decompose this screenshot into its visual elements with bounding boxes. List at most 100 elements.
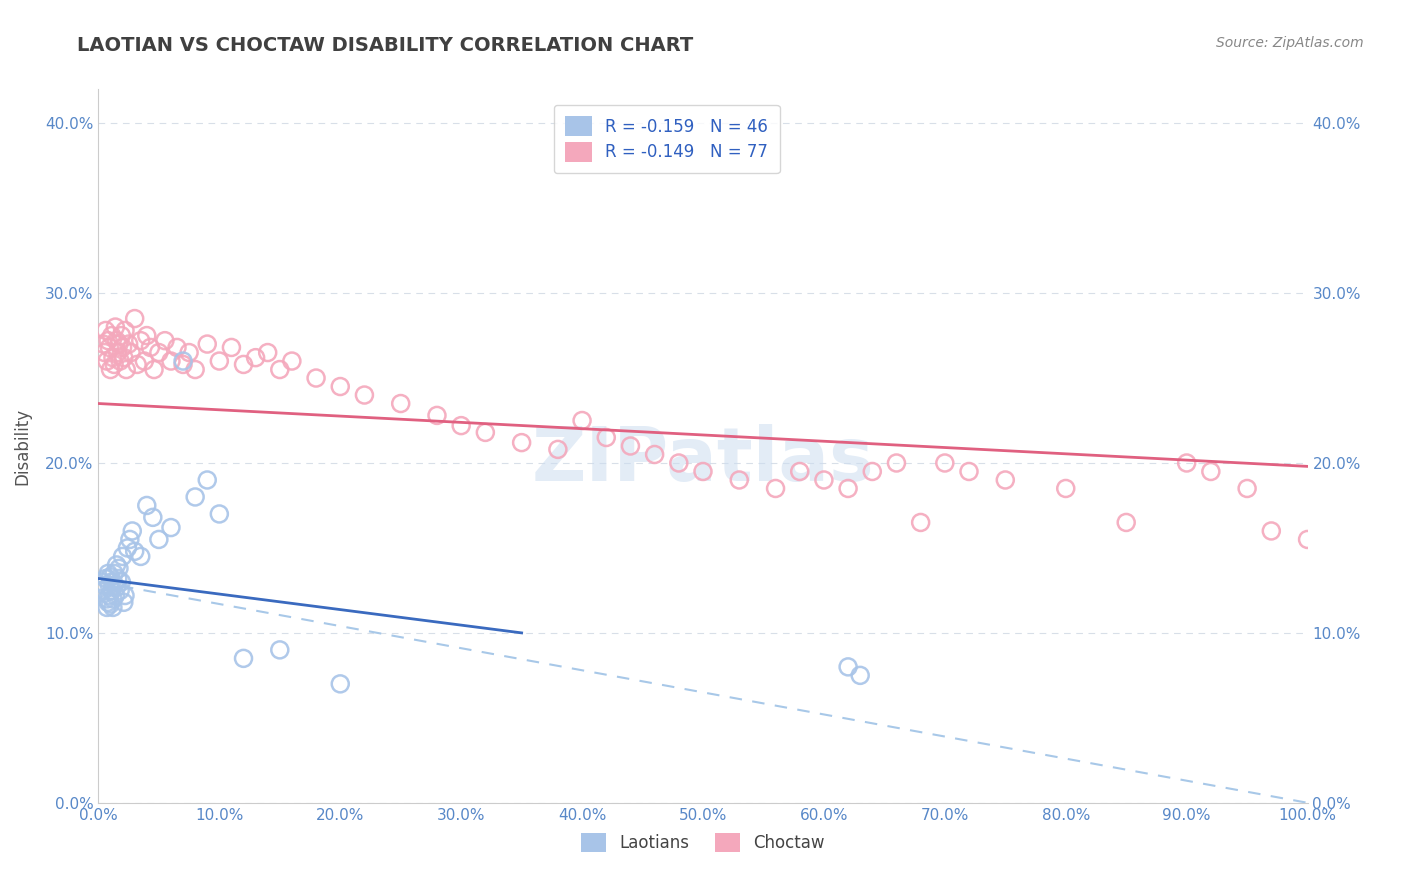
Point [105,580,128,594]
Point [96,354,118,368]
Point [426,409,449,423]
Point [107,345,129,359]
Point [547,442,569,457]
Point [849,668,872,682]
Point [765,482,787,496]
Point [619,439,641,453]
Point [389,396,412,410]
Point [108,561,131,575]
Point [135,328,157,343]
Point [269,643,291,657]
Point [232,651,254,665]
Point [184,362,207,376]
Point [195,473,218,487]
Point [269,362,291,376]
Point [91,574,114,589]
Point [1296,533,1319,547]
Point [100,362,122,376]
Point [160,354,183,368]
Text: LAOTIAN VS CHOCTAW DISABILITY CORRELATION CHART: LAOTIAN VS CHOCTAW DISABILITY CORRELATIO… [77,36,693,54]
Point [1115,516,1137,530]
Point [353,388,375,402]
Point [100,574,122,589]
Text: ZIPatlas: ZIPatlas [531,424,875,497]
Point [104,589,127,603]
Point [1175,456,1198,470]
Point [450,418,472,433]
Point [474,425,496,440]
Y-axis label: Disability: Disability [13,408,31,484]
Point [886,456,908,470]
Point [120,345,142,359]
Point [172,358,194,372]
Point [94,572,117,586]
Point [114,589,136,603]
Point [110,328,132,343]
Point [644,448,666,462]
Point [1054,482,1077,496]
Point [789,465,811,479]
Text: Source: ZipAtlas.com: Source: ZipAtlas.com [1216,36,1364,50]
Point [142,510,165,524]
Point [98,578,121,592]
Point [148,345,170,359]
Point [510,435,533,450]
Point [281,354,304,368]
Point [813,473,835,487]
Point [860,465,883,479]
Point [98,341,121,355]
Point [91,337,114,351]
Point [208,507,231,521]
Point [160,520,183,534]
Point [329,677,352,691]
Point [108,583,131,598]
Point [112,351,135,365]
Point [115,362,138,376]
Legend: Laotians, Choctaw: Laotians, Choctaw [575,826,831,859]
Point [166,341,188,355]
Point [129,334,152,348]
Point [121,524,143,538]
Point [934,456,956,470]
Point [97,334,120,348]
Point [100,570,122,584]
Point [135,499,157,513]
Point [195,337,218,351]
Point [94,323,117,337]
Point [107,572,129,586]
Point [105,558,128,572]
Point [98,589,121,603]
Point [111,549,134,564]
Point [139,341,162,355]
Point [910,516,932,530]
Point [108,337,131,351]
Point [103,566,125,581]
Point [668,456,690,470]
Point [91,583,114,598]
Point [127,358,149,372]
Point [329,379,352,393]
Point [153,334,176,348]
Point [124,544,146,558]
Point [117,541,139,555]
Point [692,465,714,479]
Point [100,328,122,343]
Point [105,334,128,348]
Point [100,597,122,611]
Point [256,345,278,359]
Point [571,413,593,427]
Point [837,660,859,674]
Point [221,341,243,355]
Point [143,362,166,376]
Point [232,358,254,372]
Point [837,482,859,496]
Point [103,358,125,372]
Point [172,354,194,368]
Point [103,578,125,592]
Point [124,311,146,326]
Point [104,320,127,334]
Point [100,583,122,598]
Point [1260,524,1282,538]
Point [101,600,124,615]
Point [93,345,115,359]
